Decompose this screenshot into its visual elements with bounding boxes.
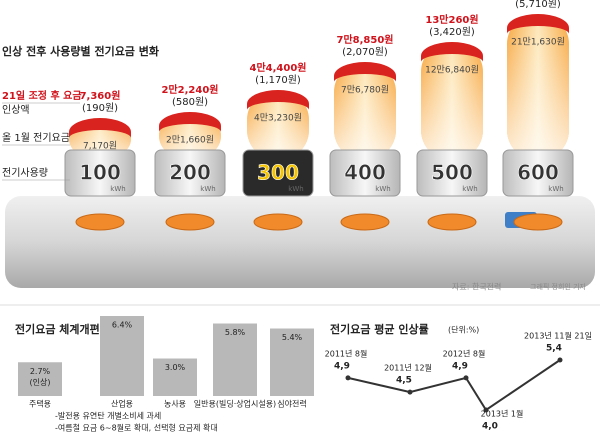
point (463, 375, 469, 381)
plug (502, 149, 574, 197)
increase: (580원) (172, 96, 208, 108)
category-label: 농사용 (164, 400, 186, 409)
glow-cap (507, 14, 569, 34)
glow-fade (334, 62, 396, 160)
date-label: 2013년 11월 21일 (524, 331, 592, 341)
old-fee: 7만6,780원 (341, 85, 389, 96)
old-fee: 12만6,840원 (425, 65, 479, 76)
usage: 600 (517, 161, 559, 185)
row-label: 전기사용량 (2, 167, 48, 179)
chart-title: 전기요금 평균 인상률 (330, 322, 429, 336)
usage: 200 (169, 161, 211, 185)
increase: (1,170원) (255, 74, 301, 86)
bar (18, 362, 62, 396)
increase: (5,710원) (515, 0, 561, 10)
value-label: 3.0% (165, 363, 186, 372)
row-label: 21일 조정 후 요금 (2, 89, 82, 102)
old-fee: 4만3,230원 (254, 113, 302, 124)
value-label: 5.4% (282, 333, 303, 342)
plug (154, 149, 226, 197)
value-label: 6.4% (112, 321, 133, 330)
old-fee: 2만1,660원 (166, 135, 214, 146)
point (407, 389, 413, 395)
glow-cap (159, 112, 221, 132)
glow-cap (334, 62, 396, 82)
value-label: 4,9 (452, 361, 468, 371)
value-label: 4,9 (334, 361, 350, 371)
infographic: 7,360원(190원)7,170원100kWh2만2,240원(580원)2만… (64, 0, 574, 231)
socket (513, 213, 563, 231)
new-fee: 4만4,400원 (250, 61, 307, 74)
unit: kWh (110, 185, 125, 193)
usage: 500 (431, 161, 473, 185)
row-label: 올 1월 전기요금 (2, 132, 70, 144)
value-label: 2.7% (30, 367, 51, 376)
credit: 그래픽 정희인 기자 (530, 282, 587, 291)
source: 자료: 한국전력 (452, 282, 501, 292)
unit-label: (단위:%) (448, 325, 479, 335)
date-label: 2013년 1월 (481, 409, 524, 419)
note: -여름철 요금 6~8월로 확대, 선택형 요금제 확대 (55, 423, 218, 433)
bar (100, 316, 144, 396)
socket (253, 213, 303, 231)
glow-cap (247, 90, 309, 110)
old-fee: 7,170원 (83, 141, 117, 152)
new-fee: 7만8,850원 (337, 33, 394, 46)
plug (242, 149, 314, 197)
socket (75, 213, 125, 231)
category-label: 일반용(빌딩·상업시설용) (194, 399, 276, 409)
value-label: 5.8% (225, 328, 246, 337)
plug (416, 149, 488, 197)
glow-cap (69, 118, 131, 138)
date-label: 2012년 8월 (443, 348, 486, 358)
category-label: 주택용 (29, 399, 51, 409)
usage: 100 (79, 161, 121, 185)
unit: kWh (288, 185, 303, 193)
value-label: 4,0 (482, 422, 498, 432)
new-fee: 13만260원 (425, 13, 478, 26)
point (483, 407, 489, 413)
glow-fade (421, 42, 483, 160)
value-label: 4,5 (396, 376, 412, 386)
value-label: 5,4 (546, 344, 562, 354)
plug (329, 149, 401, 197)
increase: (190원) (82, 102, 118, 114)
new-fee: 7,360원 (80, 89, 121, 102)
usage: 300 (257, 161, 299, 185)
power-strip (5, 196, 595, 288)
socket (427, 213, 477, 231)
plug (64, 149, 136, 197)
note: -발전용 유연탄 개별소비세 과세 (55, 411, 161, 421)
increase: (3,420원) (429, 26, 475, 38)
chart-title: 전기요금 체계개편 내용 (15, 322, 124, 336)
point (345, 375, 351, 381)
bar (213, 323, 257, 396)
new-fee: 2만2,240원 (162, 83, 219, 96)
date-label: 2011년 8월 (325, 348, 368, 358)
unit: kWh (548, 185, 563, 193)
date-label: 2011년 12월 (384, 363, 432, 373)
point (557, 357, 563, 363)
glow-fade (247, 90, 309, 160)
increase: (2,070원) (342, 46, 388, 58)
category-label: 심야전력 (277, 399, 306, 409)
old-fee: 21만1,630원 (511, 37, 565, 48)
row-label: 인상액 (2, 104, 30, 116)
unit: kWh (462, 185, 477, 193)
usage: 400 (344, 161, 386, 185)
glow-cap (421, 42, 483, 62)
unit: kWh (200, 185, 215, 193)
socket (340, 213, 390, 231)
bar (270, 328, 314, 396)
infographic-title: 인상 전후 사용량별 전기요금 변화 (2, 44, 159, 58)
glow-fade (507, 14, 569, 160)
annotation: (인상) (30, 377, 51, 387)
unit: kWh (375, 185, 390, 193)
socket (165, 213, 215, 231)
category-label: 산업용 (111, 399, 133, 409)
bar (153, 358, 197, 396)
